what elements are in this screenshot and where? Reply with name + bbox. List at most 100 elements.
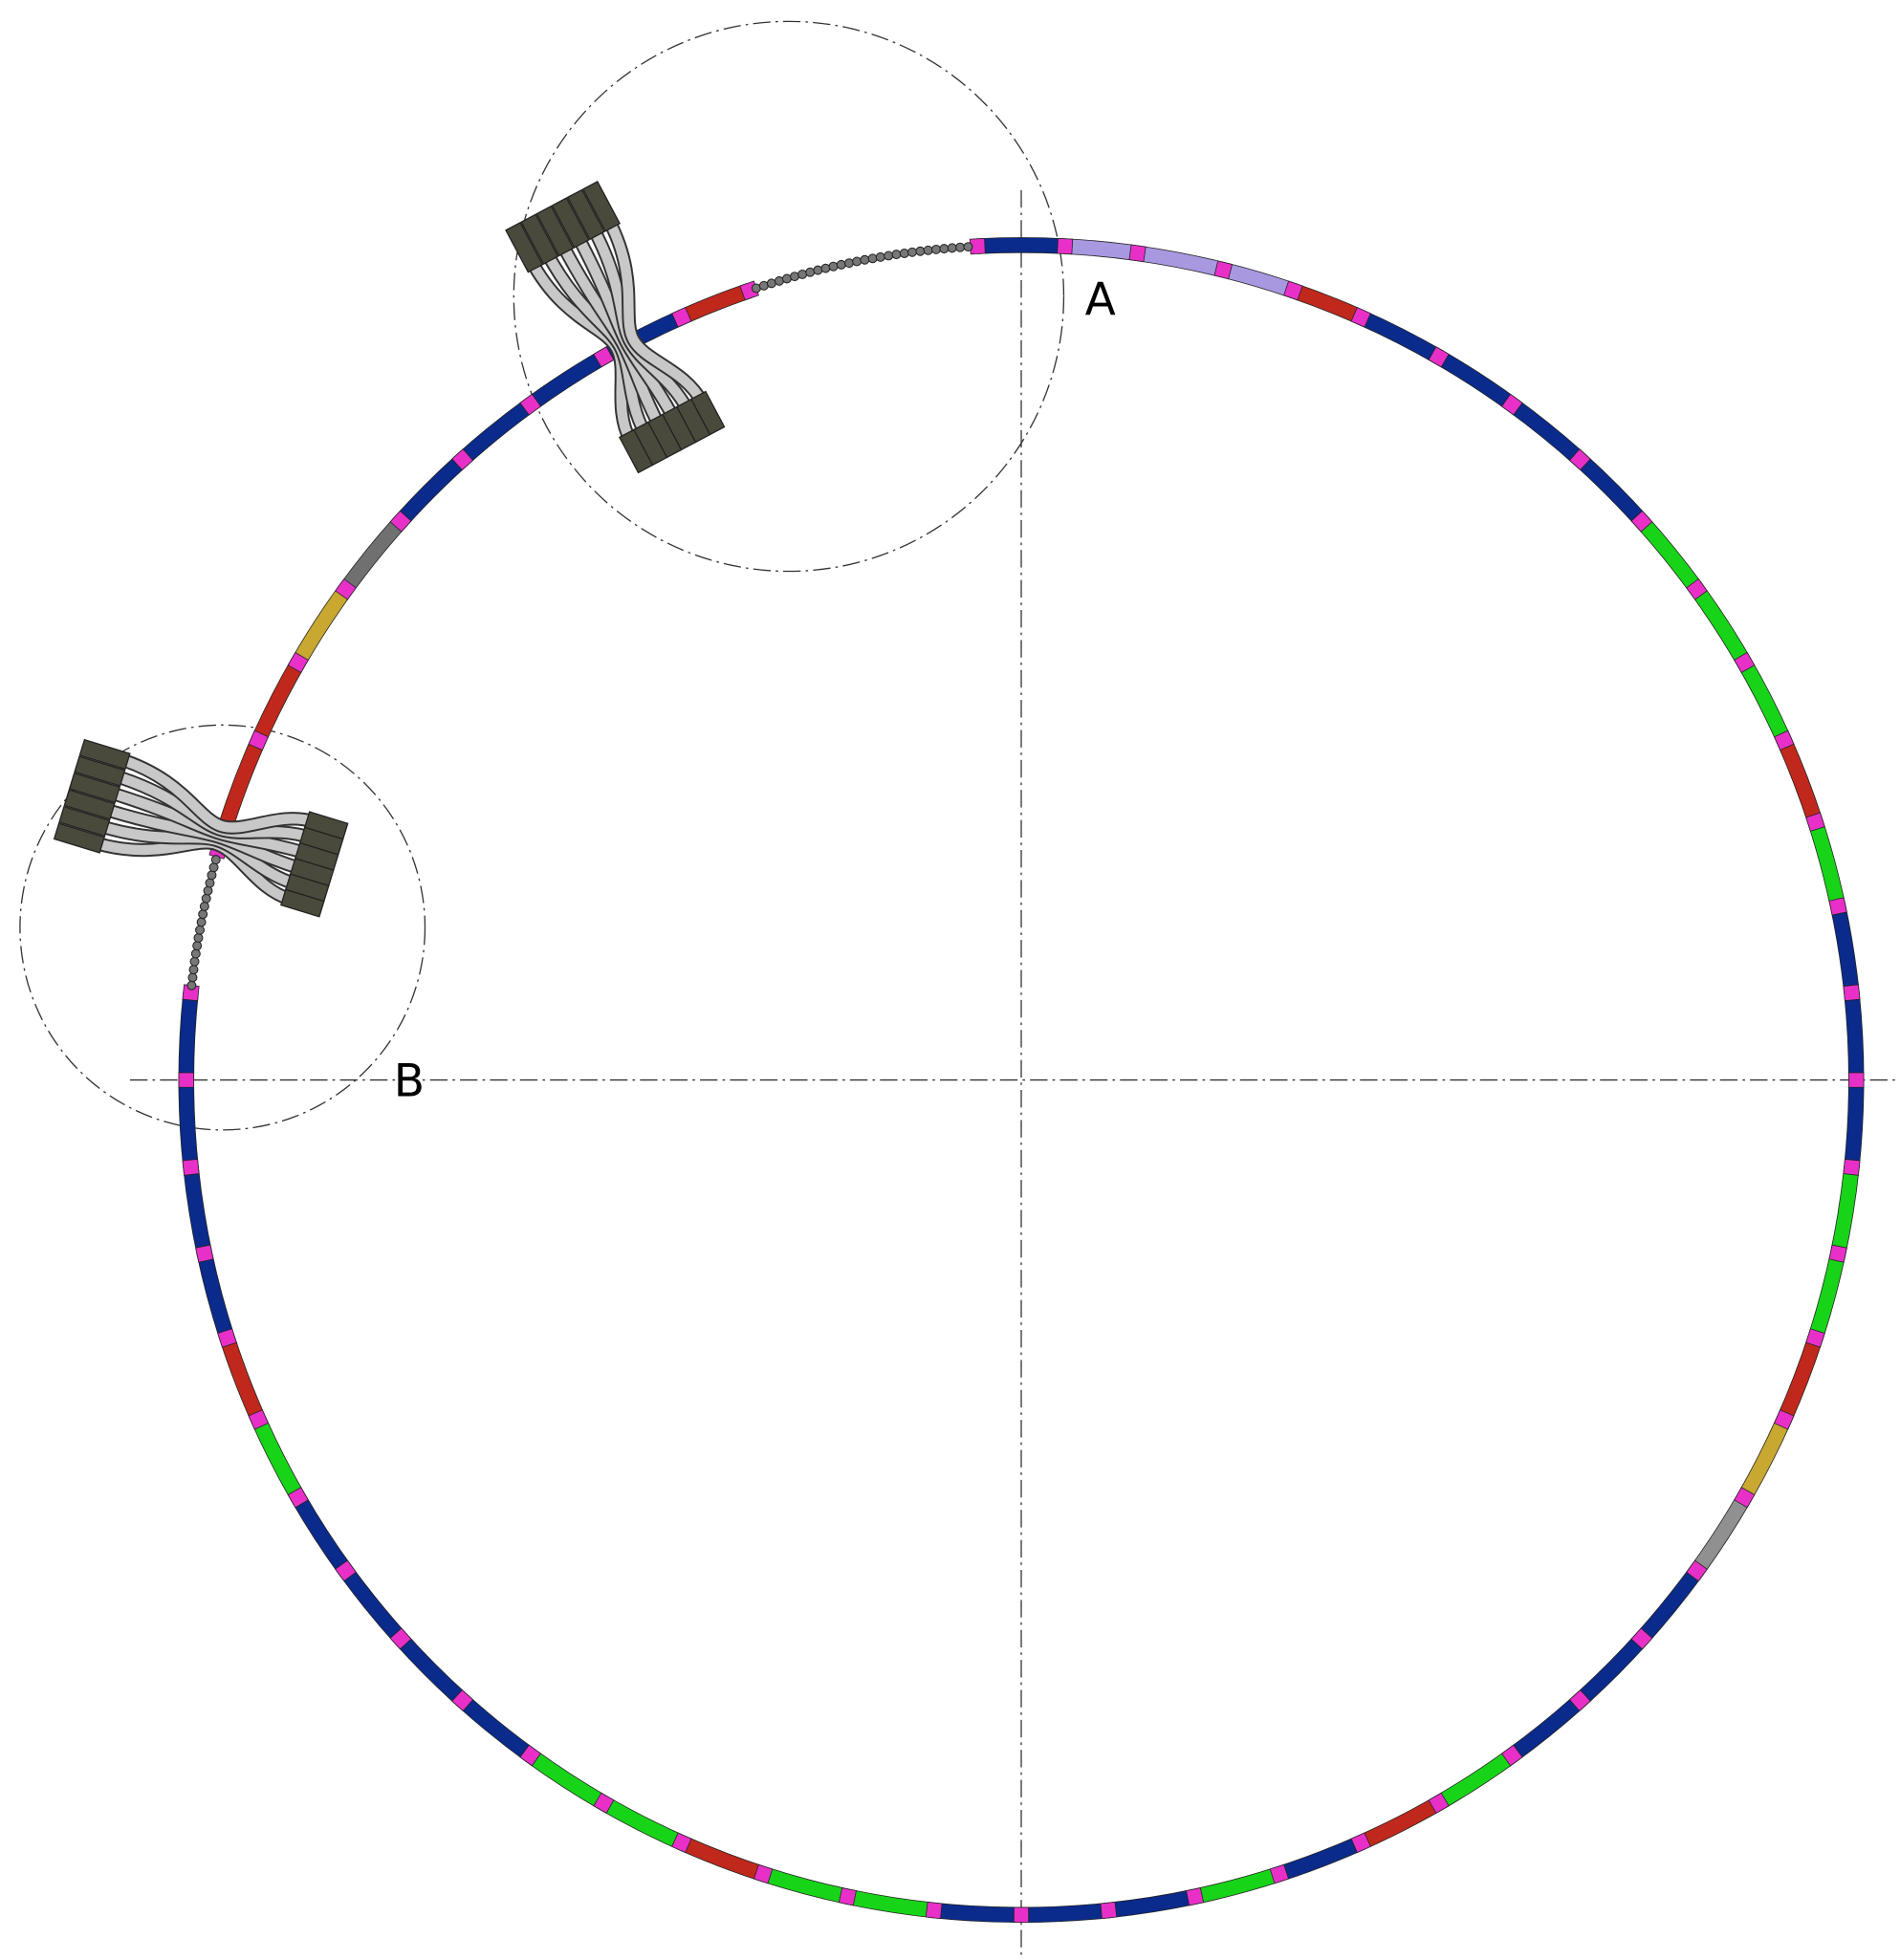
label-a: A [1085,274,1116,327]
ring-marker [1844,1160,1860,1176]
ring-segment [1575,454,1648,527]
bellow [197,918,206,926]
bellow [845,259,854,268]
ring-segment [1277,1836,1364,1881]
ring-segment [251,1417,304,1502]
ring-marker [1844,985,1860,1001]
ring-segment [197,1252,234,1340]
ring-segment [1021,1903,1109,1922]
bellow [200,903,208,911]
ring-segment [1830,904,1859,993]
ring-segment [526,351,607,411]
ring-segment [1808,1252,1845,1340]
ring-marker [183,1160,199,1176]
ring-marker [1829,898,1847,915]
bellow [206,879,214,887]
ring-segment [1737,1417,1790,1502]
ring-segment [395,454,468,527]
bellow [207,871,216,880]
ring-segment [339,516,406,594]
bellow [189,966,198,974]
bellow [190,957,199,966]
magnet-assembly [55,740,349,920]
bellow [782,274,791,283]
ring-diagram: A B [0,0,1900,1960]
ring-segment [292,585,352,666]
ring-segment [1830,1166,1859,1255]
bellow [791,272,799,281]
ring-segment [1845,991,1864,1079]
bellow [932,245,941,253]
ring-segment [457,1695,535,1762]
ring-segment [292,1493,352,1575]
ring-segment [679,1836,766,1881]
ring-marker [1058,238,1073,253]
bellow [209,863,218,872]
ring-segment [846,1889,935,1918]
ring-segment [1136,246,1225,277]
bellow [798,270,807,278]
ring-marker [926,1902,942,1918]
ring-marker [1014,1907,1028,1923]
ring-segment [1107,1889,1196,1918]
ring-segment [1636,1566,1703,1644]
bellow [948,244,956,252]
ring-marker [196,1245,214,1262]
bellow [767,279,775,288]
bellow [199,910,207,919]
ring-marker [179,1073,194,1087]
bellow [837,260,845,269]
ring-segment [761,1867,849,1905]
bellow [853,257,862,266]
ring-segment [179,1080,198,1168]
ring-segment [220,1336,265,1423]
ring-segment [1636,516,1703,594]
ring-segment [1358,311,1443,363]
ring-segment [339,1566,406,1644]
ring-marker [839,1887,856,1906]
ring-segment [933,1903,1021,1922]
bellow [191,949,200,958]
ring-segment [457,399,535,466]
ring-segment [1193,1867,1281,1905]
ring-segment [1575,1634,1648,1707]
bellow [900,250,908,258]
ring-segment [251,659,304,744]
ring-marker [1848,1073,1864,1087]
ring-segment [1435,1750,1517,1810]
ring-segment [1808,819,1845,907]
ring-segment [1508,399,1585,466]
bellow [202,894,210,903]
label-b: B [394,1056,425,1108]
ring-segment [1778,1336,1823,1423]
bellow [806,268,815,276]
bellow [940,245,949,253]
bellow [188,973,197,982]
bellow [868,254,877,263]
ring-marker [1829,1245,1847,1262]
ring-segment [1508,1695,1585,1762]
ring-marker [1129,245,1146,262]
bellow [956,243,965,251]
ring-segment [179,991,198,1079]
magnet-assembly [506,182,727,474]
bellow [194,934,203,943]
bellow [196,926,205,934]
bellow [829,262,838,271]
bellow [884,251,893,260]
bellow [204,886,212,895]
bellow [908,248,917,256]
ring-segment [1845,1080,1864,1168]
ring-segment [1778,737,1823,824]
ring-segment [184,1166,212,1255]
ring-segment [1064,239,1138,261]
page: {"labels": {"a": "A", "b": "B"}} A B (()… [0,0,1900,1960]
bellow [187,981,196,990]
ring-segment [600,1797,685,1849]
ring-marker [1101,1902,1117,1918]
ring-marker [1187,1887,1204,1906]
ring-segment [1435,351,1517,411]
ring-segment [1737,659,1790,744]
ring-segment [1691,585,1751,666]
bellow [892,250,901,259]
